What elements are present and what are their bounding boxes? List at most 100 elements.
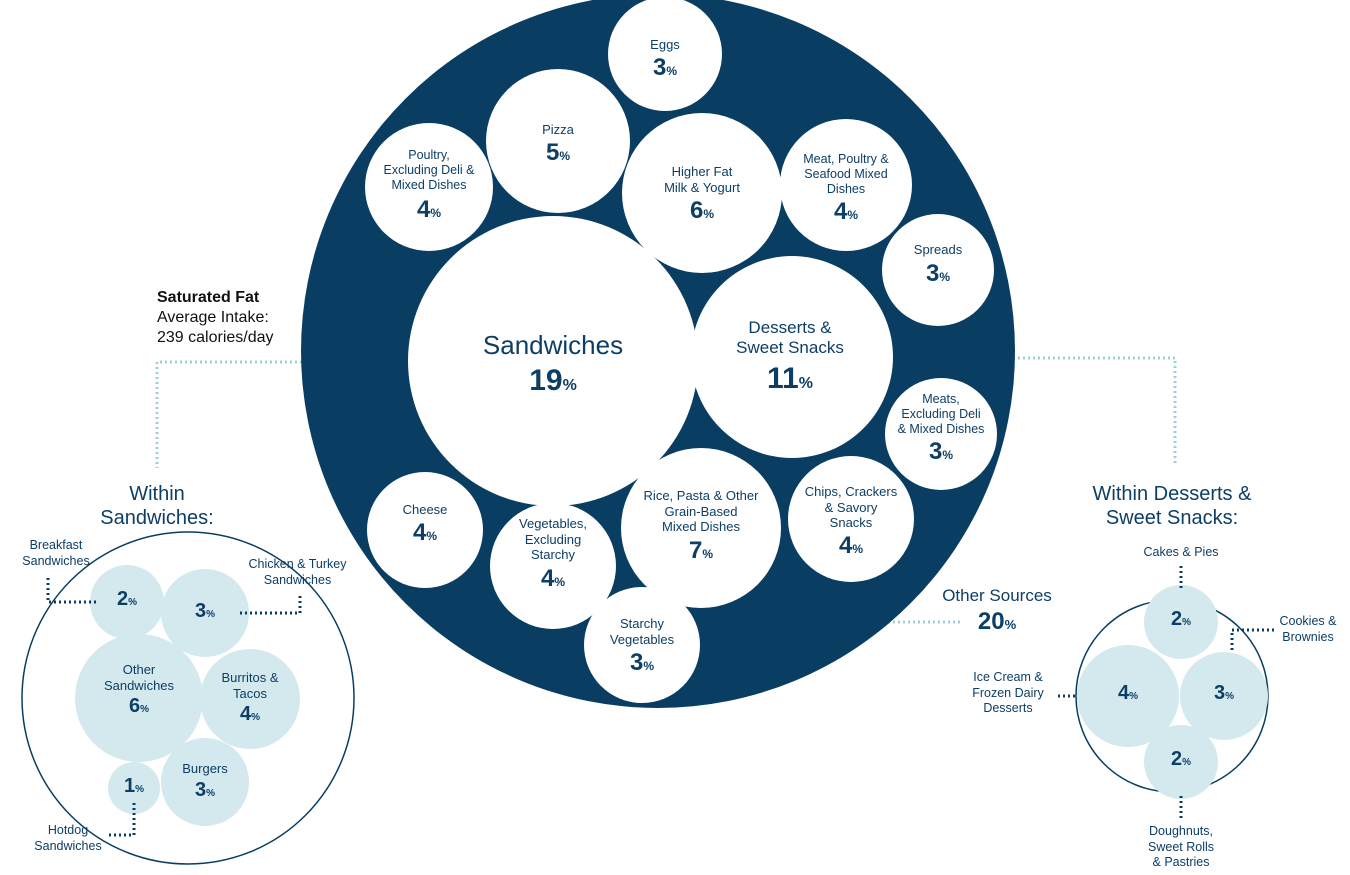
sandwich-sub-label-burgers-line-1: Burgers [182,761,228,776]
category-label-meat-mixed-line-1: Meat, Poultry & [803,152,889,166]
other-sources-value: 20% [977,608,1017,636]
category-label-cheese-value: 4% [412,518,438,546]
category-label-eggs-value: 3% [652,53,678,81]
sandwich-sub-label-breakfast: 2% [97,589,157,610]
bubble-sandwiches [408,216,698,506]
sandwich-sub-label-hotdog-value: 1% [123,775,145,797]
dessert-callout-doughnuts: Doughnuts, Sweet Rolls & Pastries [1121,824,1241,871]
dessert-callout-cookies-line-1: Cookies & [1279,614,1337,628]
sandwich-sub-label-other-value: 6% [128,695,150,718]
category-label-desserts-value: 11% [767,361,813,395]
category-label-meat-mixed: Meat, Poultry & Seafood Mixed Dishes 4% [781,152,911,224]
sandwich-sub-label-breakfast-value: 2% [116,588,138,610]
category-label-starchy-line-1: Starchy [619,616,665,631]
sandwich-callout-breakfast-line-1: Breakfast [29,538,83,552]
sub-bubble-hotdog [108,762,160,814]
category-label-milk-value: 6% [689,197,715,225]
sub-bubble-breakfast [90,565,164,639]
sandwich-sub-label-hotdog: 1% [109,776,159,797]
category-label-meat-mixed-line-3: Dishes [826,182,866,196]
bubble-rice [621,448,781,608]
category-label-chips-line-3: Snacks [829,515,873,531]
callout-hotdog [108,803,136,837]
category-bubbles [365,0,997,703]
sub-bubble-cakes [1144,585,1218,659]
category-label-pizza-value: 5% [545,138,571,166]
dessert-callout-cakes-line-1: Cakes & Pies [1143,545,1219,559]
sandwich-callout-chicken-line-2: Sandwiches [263,572,332,587]
sandwich-callout-hotdog-line-2: Sandwiches [34,838,102,853]
header-block: Saturated Fat Average Intake: 239 calori… [157,288,274,348]
category-label-spreads: Spreads 3% [888,242,988,286]
sandwich-sub-label-burritos-line-1: Burritos & [221,670,279,685]
bubble-poultry [365,123,493,251]
bubble-eggs [608,0,722,111]
sandwich-callout-hotdog-line-1: Hotdog [47,823,89,837]
sandwich-sub-label-other: Other Sandwiches 6% [84,662,194,717]
category-label-meats: Meats, Excluding Deli & Mixed Dishes 3% [886,392,996,464]
bubble-pizza [486,69,630,213]
dessert-callout-doughnuts-line-2: Sweet Rolls [1148,839,1214,854]
sandwich-sub-bubbles [75,565,300,826]
category-label-sandwiches: Sandwiches 19% [443,330,663,397]
sandwich-callout-breakfast-line-2: Sandwiches [22,553,90,568]
sub-bubble-chicken [161,569,249,657]
dessert-callout-cakes: Cakes & Pies [1121,545,1241,561]
category-label-meats-line-2: Excluding Deli [901,407,981,421]
sandwich-callout-chicken: Chicken & Turkey Sandwiches [230,557,365,588]
category-label-poultry-line-3: Mixed Dishes [391,178,467,192]
category-label-vegetables-line-2: Excluding [524,531,582,547]
category-label-vegetables: Vegetables, Excluding Starchy 4% [493,516,613,591]
header-subtitle-line1: Average Intake: [157,309,269,326]
category-label-meats-line-1: Meats, [922,392,960,406]
category-label-starchy-value: 3% [629,649,655,677]
sandwich-sub-label-chicken: 3% [175,601,235,622]
category-label-eggs: Eggs 3% [615,37,715,80]
sandwich-sub-label-burritos: Burritos & Tacos 4% [205,670,295,725]
sandwich-sub-label-other-line-2: Sandwiches [103,677,175,693]
category-label-vegetables-line-3: Starchy [530,547,576,563]
dessert-callout-icecream: Ice Cream & Frozen Dairy Desserts [958,670,1058,717]
category-label-vegetables-value: 4% [540,564,566,592]
bubble-chips [788,456,914,582]
dessert-callout-doughnuts-line-3: & Pastries [1152,855,1210,870]
sub-bubble-other [75,634,203,762]
sub-bubble-doughnuts [1144,725,1218,799]
category-label-cheese: Cheese 4% [375,502,475,545]
sandwich-sub-label-chicken-value: 3% [194,600,216,622]
category-label-pizza: Pizza 5% [498,122,618,165]
dessert-sub-label-doughnuts: 2% [1151,749,1211,770]
dessert-sub-bubbles [1077,585,1268,799]
category-label-meat-mixed-value: 4% [833,198,859,225]
header-title: Saturated Fat [157,289,260,306]
category-label-chips-line-1: Chips, Crackers [804,484,898,499]
callout-cookies [1230,628,1275,650]
bubble-starchy [584,587,700,703]
dessert-sub-label-doughnuts-value: 2% [1170,748,1192,770]
sandwich-sub-label-burgers: Burgers 3% [160,761,250,801]
category-label-meats-line-3: & Mixed Dishes [897,422,985,436]
sandwich-callout-chicken-line-1: Chicken & Turkey [248,557,347,571]
category-label-desserts-line-1: Desserts & [748,318,832,337]
header-subtitle-line2: 239 calories/day [157,329,274,346]
callout-chicken [240,596,302,615]
dessert-callout-cookies: Cookies & Brownies [1268,614,1348,645]
category-label-milk-line-2: Milk & Yogurt [664,179,740,195]
dessert-sub-label-cookies: 3% [1194,683,1254,704]
other-sources-label: Other Sources 20% [912,586,1082,637]
category-label-chips-line-2: & Savory [824,499,878,515]
category-label-cheese-line-1: Cheese [402,502,448,517]
callout-lines [46,566,1275,837]
dessert-sub-label-cakes: 2% [1151,609,1211,630]
category-label-sandwiches-value: 19% [529,364,577,398]
category-label-sandwiches-line-1: Sandwiches [482,330,624,360]
dessert-sub-label-icecream: 4% [1098,683,1158,704]
other-sources-name: Other Sources [942,586,1052,605]
sub-bubble-burritos [200,649,300,749]
sandwich-sub-label-burritos-value: 4% [239,703,261,726]
category-label-rice-line-1: Rice, Pasta & Other [643,488,759,503]
category-label-milk: Higher Fat Milk & Yogurt 6% [627,164,777,223]
sub-bubble-burgers [161,738,249,826]
sandwich-callout-hotdog: Hotdog Sandwiches [18,823,118,854]
dessert-callout-doughnuts-line-1: Doughnuts, [1149,824,1213,838]
